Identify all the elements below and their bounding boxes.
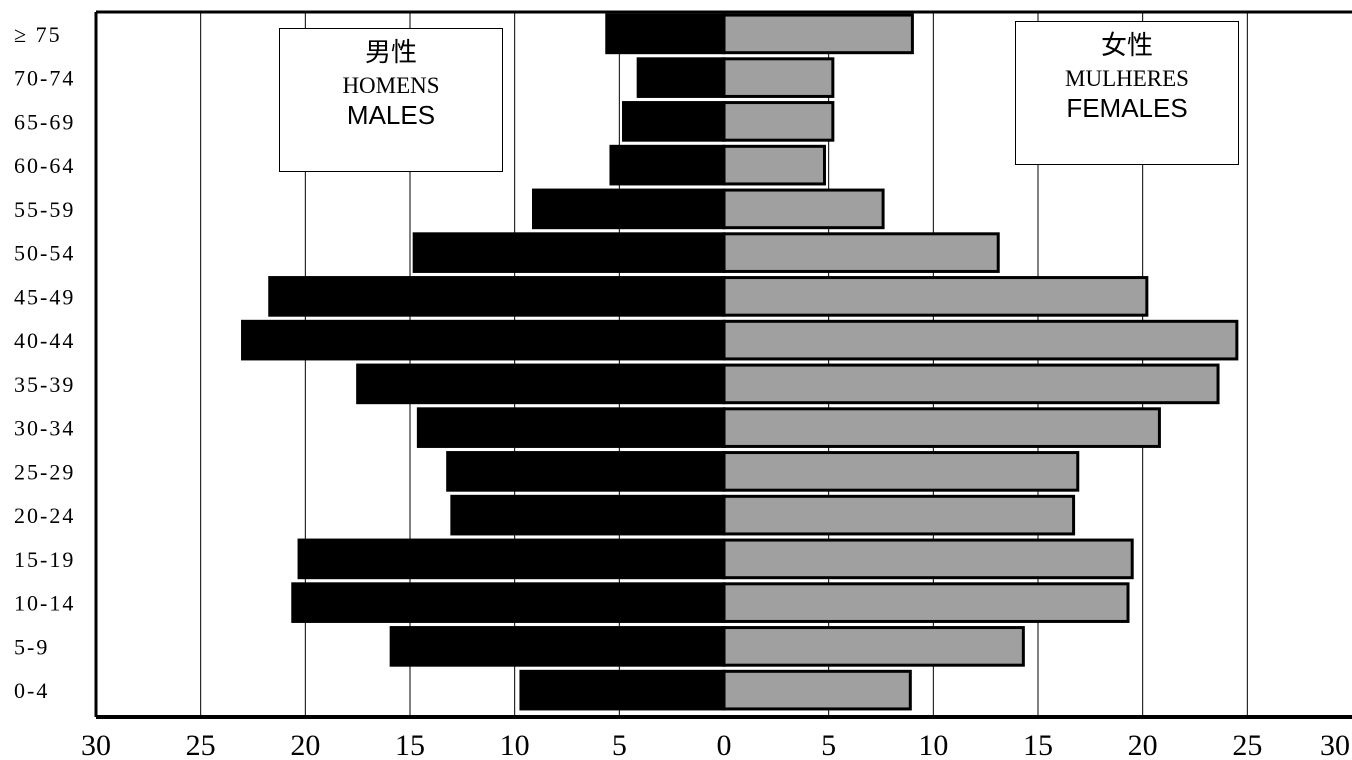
bar-male <box>519 669 726 711</box>
x-tick-label: 10 <box>500 729 530 760</box>
bar-female <box>722 363 1220 405</box>
bar-female <box>722 319 1239 361</box>
legend-female: 女性 MULHERES FEMALES <box>1015 21 1239 165</box>
y-axis-labels: 0-4 5-9 10-14 15-19 20-24 25-29 30-34 35-39 40-4… <box>14 22 75 703</box>
bar-male <box>268 276 726 317</box>
legend-male-cjk: 男性 <box>364 38 417 68</box>
legend-female-pt: MULHERES <box>1065 65 1189 91</box>
x-tick-label: 20 <box>290 729 320 760</box>
y-tick-label: 15-19 <box>14 547 75 572</box>
bar-female <box>722 582 1130 623</box>
bar-female <box>722 57 835 98</box>
y-tick-label: 5-9 <box>14 634 49 659</box>
bar-female <box>722 538 1134 580</box>
bar-female <box>722 188 885 230</box>
bar-male <box>412 232 726 273</box>
x-tick-label: 5 <box>612 729 627 760</box>
bar-male <box>446 451 726 492</box>
y-tick-label: 25-29 <box>14 459 75 484</box>
x-tick-label: 15 <box>395 729 425 760</box>
x-tick-label: 5 <box>821 729 836 760</box>
x-tick-label: 25 <box>1232 729 1262 760</box>
bar-female <box>722 669 912 711</box>
y-tick-label: 50-54 <box>14 241 75 266</box>
x-tick-label: 25 <box>186 729 216 760</box>
x-tick-label: 30 <box>1320 729 1350 760</box>
y-tick-label: 10-14 <box>14 591 75 616</box>
bar-male <box>389 626 726 667</box>
bar-female <box>722 13 914 55</box>
y-tick-label: 0-4 <box>14 678 49 703</box>
bar-female <box>722 494 1076 536</box>
bar-female <box>722 232 1000 273</box>
x-axis-tick-labels: 30 25 20 15 10 5 0 5 10 15 20 25 30 <box>81 729 1350 760</box>
y-tick-label: 60-64 <box>14 153 75 178</box>
bar-male <box>297 538 726 580</box>
y-tick-label: 40-44 <box>14 328 75 353</box>
y-tick-label: 70-74 <box>14 66 75 91</box>
bar-female <box>722 451 1080 492</box>
legend-female-en: FEMALES <box>1066 93 1188 124</box>
y-tick-label: 35-39 <box>14 372 75 397</box>
x-tick-label: 30 <box>81 729 111 760</box>
bar-male <box>241 319 726 361</box>
bar-male <box>636 57 726 98</box>
bar-male <box>605 13 726 55</box>
y-tick-label: 30-34 <box>14 416 75 441</box>
x-tick-label: 20 <box>1128 729 1158 760</box>
y-tick-label: 55-59 <box>14 197 75 222</box>
bars <box>241 13 1239 711</box>
bar-male <box>356 363 726 405</box>
legend-male-pt: HOMENS <box>342 72 440 98</box>
bar-male <box>416 407 726 448</box>
y-tick-label: ≥ 75 <box>14 22 62 47</box>
axes <box>94 10 1352 719</box>
y-tick-label: 65-69 <box>14 109 75 134</box>
x-tick-label: 10 <box>918 729 948 760</box>
bar-male <box>609 144 726 186</box>
bar-male <box>291 582 726 623</box>
bar-female <box>722 144 826 186</box>
bar-female <box>722 101 835 142</box>
x-tick-label: 15 <box>1023 729 1053 760</box>
bar-female <box>722 626 1025 667</box>
legend-female-cjk: 女性 <box>1100 31 1153 61</box>
legend-male-en: MALES <box>346 100 436 131</box>
bar-female <box>722 276 1149 317</box>
legend-male: 男性 HOMENS MALES <box>279 28 503 172</box>
y-tick-label: 20-24 <box>14 503 75 528</box>
x-tick-label: 0 <box>717 729 732 760</box>
y-tick-label: 45-49 <box>14 284 75 309</box>
bar-female <box>722 407 1161 448</box>
bar-male <box>622 101 726 142</box>
bar-male <box>450 494 726 536</box>
bar-male <box>532 188 726 230</box>
